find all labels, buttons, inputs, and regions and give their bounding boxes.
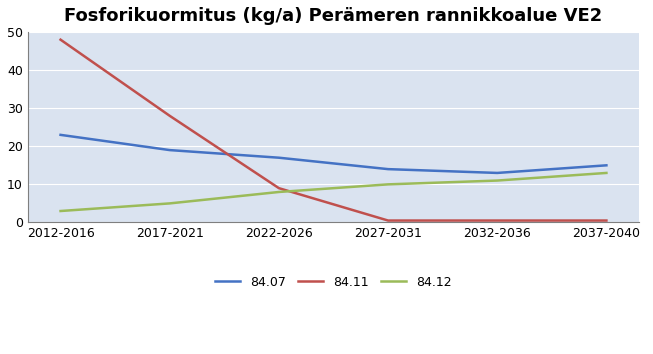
84.11 bbox=[57, 38, 65, 42]
84.11 bbox=[166, 114, 174, 118]
84.11 bbox=[603, 218, 611, 223]
84.07 bbox=[384, 167, 392, 171]
84.12 bbox=[603, 171, 611, 175]
84.11 bbox=[493, 218, 501, 223]
84.07 bbox=[57, 133, 65, 137]
84.07 bbox=[275, 156, 283, 160]
84.07 bbox=[166, 148, 174, 152]
Line: 84.11: 84.11 bbox=[61, 40, 607, 221]
84.07 bbox=[493, 171, 501, 175]
84.11 bbox=[275, 186, 283, 190]
Title: Fosforikuormitus (kg/a) Perämeren rannikkoalue VE2: Fosforikuormitus (kg/a) Perämeren rannik… bbox=[65, 7, 603, 25]
Line: 84.07: 84.07 bbox=[61, 135, 607, 173]
84.12 bbox=[493, 178, 501, 183]
84.12 bbox=[384, 182, 392, 187]
84.12 bbox=[166, 201, 174, 206]
Legend: 84.07, 84.11, 84.12: 84.07, 84.11, 84.12 bbox=[210, 270, 457, 293]
84.12 bbox=[57, 209, 65, 213]
84.12 bbox=[275, 190, 283, 194]
84.11 bbox=[384, 218, 392, 223]
Line: 84.12: 84.12 bbox=[61, 173, 607, 211]
84.07 bbox=[603, 163, 611, 167]
